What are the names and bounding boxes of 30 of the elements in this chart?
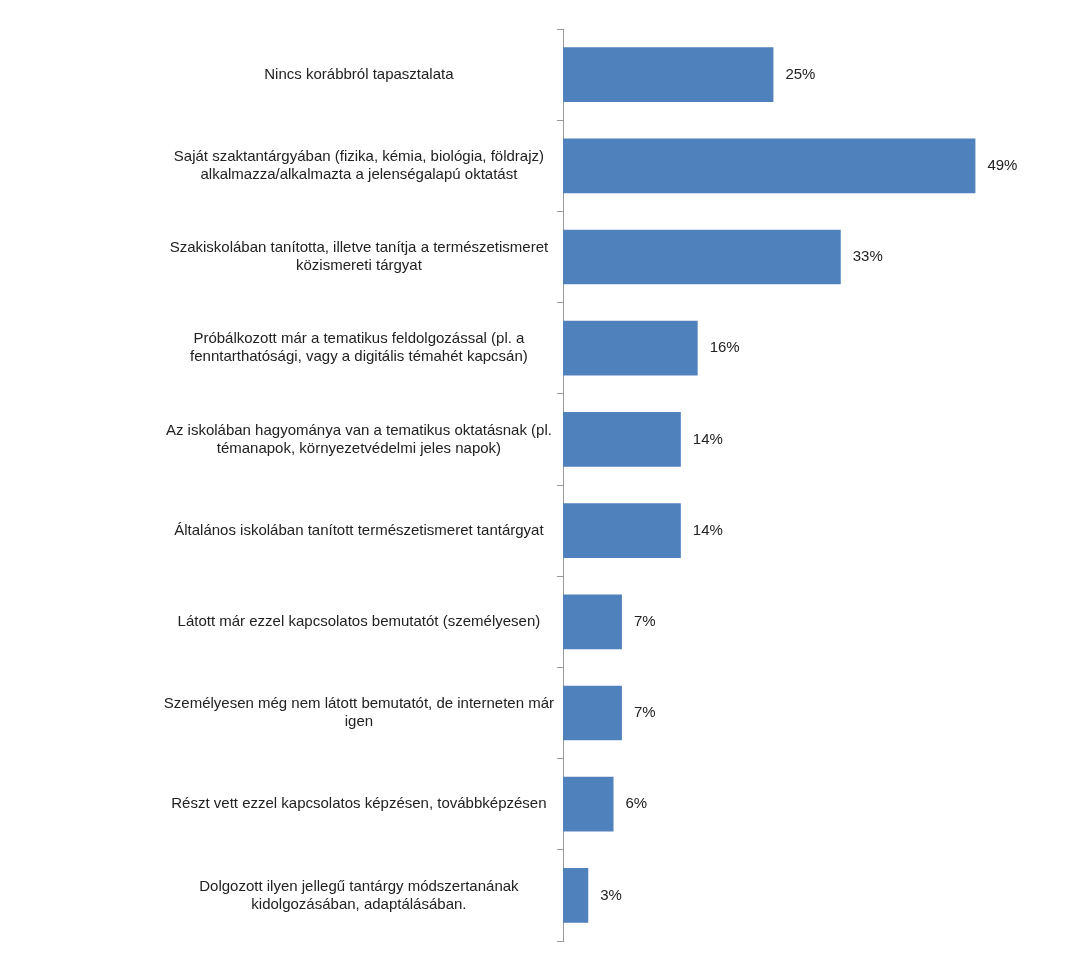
y-tick-label: Általános iskolában tanított természetismeret tantárgyat	[174, 520, 545, 538]
data-label: 7%	[633, 703, 656, 721]
bar	[563, 594, 622, 650]
bar	[563, 503, 681, 558]
data-label: 3%	[600, 885, 622, 903]
y-tick-label: Nincs korábbról tapasztalata	[264, 64, 455, 82]
data-label: 14%	[692, 520, 723, 538]
bar	[563, 138, 976, 194]
data-label: 14%	[692, 429, 723, 447]
data-label: 33%	[852, 247, 883, 265]
y-tick-label: Saját szaktantárgyában (fizika, kémia, biológia, földrajz) alkalmazza/alkalmazta a jelenségalapú oktatást	[173, 146, 544, 182]
data-label: 6%	[625, 794, 648, 812]
y-tick-label: Próbálkozott már a tematikus feldolgozással (pl. a fenntarthatósági, vagy a digitális témahét kapcsán)	[190, 329, 528, 365]
y-tick-label: Részt vett ezzel kapcsolatos képzésen, továbbképzésen	[171, 794, 547, 812]
y-tick-label: Látott már ezzel kapcsolatos bemutatót (személyesen)	[177, 611, 541, 629]
data-label: 25%	[785, 64, 816, 82]
data-label: 49%	[987, 155, 1018, 173]
bar	[563, 776, 614, 832]
bar	[563, 868, 589, 923]
bar	[563, 685, 622, 741]
y-tick-label: Személyesen még nem látott bemutatót, de interneten már igen	[163, 694, 555, 730]
bar	[563, 47, 774, 102]
y-tick-label: Szakiskolában tanította, illetve tanítja a természetismeret közismereti tárgyat	[169, 238, 549, 274]
y-tick-label: Dolgozott ilyen jellegű tantárgy módszertanának kidolgozásában, adaptálásában.	[199, 876, 520, 912]
bar	[563, 229, 841, 285]
bar	[563, 320, 698, 376]
data-label: 16%	[709, 338, 740, 356]
bar	[563, 412, 681, 467]
y-tick-label: Az iskolában hagyománya van a tematikus oktatásnak (pl. témanapok, környezetvédelmi jeles napok)	[165, 420, 552, 456]
data-label: 7%	[633, 611, 656, 629]
